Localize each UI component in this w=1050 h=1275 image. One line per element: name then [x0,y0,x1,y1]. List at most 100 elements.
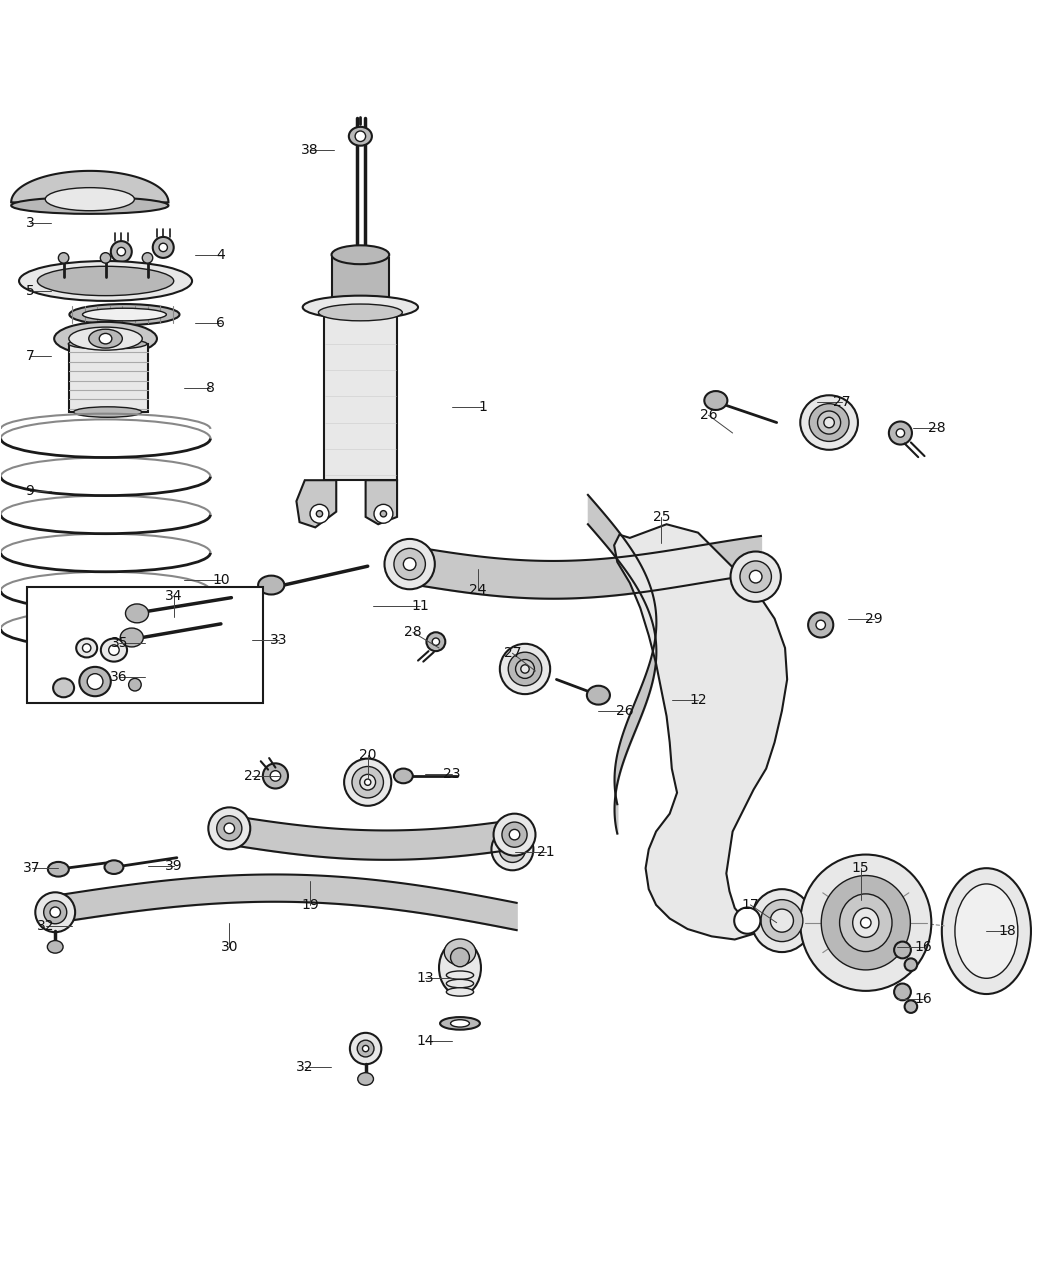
Text: 7: 7 [25,349,35,363]
Ellipse shape [87,673,103,690]
Text: 3: 3 [25,217,35,231]
Text: 36: 36 [110,671,128,685]
Ellipse shape [816,620,825,630]
Ellipse shape [358,1072,374,1085]
Ellipse shape [364,779,371,785]
Ellipse shape [494,813,536,856]
Ellipse shape [302,296,418,319]
Ellipse shape [426,632,445,652]
Text: 39: 39 [165,859,183,873]
Ellipse shape [152,237,173,258]
Text: 28: 28 [928,421,946,435]
Ellipse shape [509,830,520,840]
Text: 32: 32 [37,919,55,933]
Ellipse shape [895,942,911,959]
Text: 12: 12 [689,694,707,708]
Ellipse shape [800,395,858,450]
Ellipse shape [142,252,152,263]
Ellipse shape [332,245,390,264]
Ellipse shape [208,807,250,849]
Ellipse shape [440,1017,480,1030]
Ellipse shape [824,417,835,428]
Ellipse shape [761,900,803,942]
Polygon shape [296,481,336,528]
Ellipse shape [19,261,192,301]
Ellipse shape [500,836,525,862]
Text: 4: 4 [216,247,226,261]
Ellipse shape [752,889,813,952]
Text: 25: 25 [652,510,670,524]
Text: 26: 26 [615,704,633,718]
Ellipse shape [47,941,63,954]
Ellipse shape [69,303,180,325]
Ellipse shape [318,303,402,321]
Ellipse shape [800,854,931,991]
Ellipse shape [50,907,61,918]
Ellipse shape [83,309,166,321]
Ellipse shape [74,407,142,417]
Ellipse shape [502,822,527,847]
Text: 28: 28 [404,625,422,639]
Ellipse shape [80,667,111,696]
Ellipse shape [507,844,518,854]
Ellipse shape [362,1046,369,1052]
Ellipse shape [36,892,76,932]
Ellipse shape [68,339,147,349]
Ellipse shape [89,329,123,348]
Text: 1: 1 [479,400,487,414]
Text: 26: 26 [699,408,717,422]
Ellipse shape [942,868,1031,994]
Text: 13: 13 [417,972,435,986]
Ellipse shape [439,941,481,994]
Ellipse shape [54,678,75,697]
Text: 16: 16 [915,992,932,1006]
Ellipse shape [853,908,879,937]
Ellipse shape [731,552,781,602]
Ellipse shape [491,829,533,871]
Bar [332,258,388,302]
Ellipse shape [350,1033,381,1065]
Ellipse shape [310,505,329,523]
Text: 18: 18 [999,924,1016,938]
Ellipse shape [821,876,910,970]
Ellipse shape [48,643,163,666]
Text: 14: 14 [417,1034,435,1048]
Ellipse shape [384,539,435,589]
Ellipse shape [403,557,416,570]
Ellipse shape [344,759,392,806]
Text: 32: 32 [296,1061,314,1075]
Ellipse shape [270,770,280,782]
Ellipse shape [446,988,474,996]
Text: 27: 27 [833,394,851,408]
Ellipse shape [100,333,112,344]
Polygon shape [365,481,397,524]
Ellipse shape [262,764,288,788]
Ellipse shape [450,947,469,966]
Ellipse shape [905,959,918,972]
Ellipse shape [450,1020,469,1028]
Ellipse shape [92,654,119,667]
Ellipse shape [126,604,148,622]
Ellipse shape [355,131,365,142]
Ellipse shape [118,247,126,256]
Text: 24: 24 [469,584,486,597]
Ellipse shape [360,774,376,790]
Polygon shape [614,524,788,940]
Ellipse shape [159,244,167,251]
Ellipse shape [818,411,841,434]
Ellipse shape [889,422,912,445]
Ellipse shape [374,505,393,523]
Ellipse shape [840,894,892,951]
Text: 35: 35 [110,636,128,650]
Ellipse shape [808,612,834,638]
Ellipse shape [357,1040,374,1057]
Ellipse shape [444,938,476,965]
Text: 34: 34 [165,589,183,603]
Text: 6: 6 [216,316,226,330]
Ellipse shape [33,631,178,660]
Ellipse shape [69,328,142,351]
Text: 5: 5 [25,284,35,298]
Ellipse shape [12,198,168,214]
Ellipse shape [895,983,911,1001]
Ellipse shape [587,686,610,705]
